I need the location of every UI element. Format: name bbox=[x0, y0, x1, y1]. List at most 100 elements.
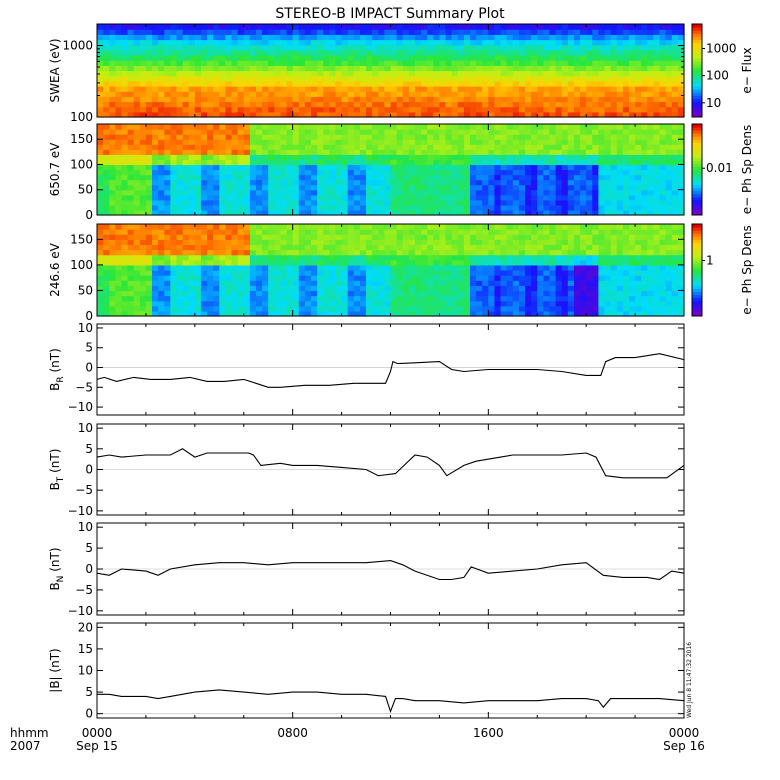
heatmap-cell bbox=[152, 70, 159, 77]
heatmap-cell bbox=[109, 75, 116, 82]
heatmap-cell bbox=[115, 96, 123, 103]
heatmap-cell bbox=[586, 174, 593, 181]
heatmap-cell bbox=[237, 300, 245, 307]
heatmap-cell bbox=[531, 204, 538, 211]
heatmap-cell bbox=[145, 174, 153, 181]
heatmap-cell bbox=[158, 106, 165, 113]
heatmap-cell bbox=[366, 44, 373, 51]
heatmap-cell bbox=[445, 49, 453, 56]
heatmap-cell bbox=[359, 164, 367, 171]
heatmap-cell bbox=[207, 204, 214, 211]
heatmap-cell bbox=[665, 75, 673, 82]
heatmap-cell bbox=[268, 124, 275, 130]
heatmap-cell bbox=[182, 275, 190, 281]
heatmap-cell bbox=[482, 39, 489, 46]
heatmap-cell bbox=[378, 179, 385, 186]
heatmap-cell bbox=[237, 124, 245, 130]
heatmap-cell bbox=[549, 270, 557, 276]
heatmap-cell bbox=[231, 305, 239, 312]
heatmap-cell bbox=[512, 229, 520, 235]
heatmap-cell bbox=[463, 259, 471, 266]
heatmap-cell bbox=[366, 189, 373, 196]
heatmap-cell bbox=[133, 184, 141, 191]
heatmap-cell bbox=[665, 39, 673, 46]
heatmap-cell bbox=[164, 111, 171, 118]
heatmap-cell bbox=[494, 149, 502, 155]
heatmap-cell bbox=[225, 144, 233, 150]
heatmap-cell bbox=[555, 179, 563, 186]
heatmap-cell bbox=[366, 270, 373, 276]
heatmap-cell bbox=[353, 254, 361, 261]
heatmap-cell bbox=[133, 70, 141, 77]
heatmap-cell bbox=[665, 34, 673, 41]
heatmap-cell bbox=[243, 290, 251, 297]
heatmap-cell bbox=[506, 149, 514, 155]
heatmap-cell bbox=[647, 24, 655, 30]
heatmap-cell bbox=[641, 134, 648, 140]
heatmap-cell bbox=[378, 24, 385, 30]
heatmap-cell bbox=[317, 234, 324, 240]
heatmap-cell bbox=[121, 310, 129, 317]
heatmap-cell bbox=[268, 96, 275, 103]
heatmap-cell bbox=[659, 24, 667, 30]
heatmap-cell bbox=[476, 55, 483, 61]
heatmap-cell bbox=[390, 209, 398, 216]
heatmap-cell bbox=[384, 49, 392, 56]
heatmap-cell bbox=[445, 239, 453, 246]
heatmap-cell bbox=[482, 295, 489, 302]
heatmap-cell bbox=[164, 179, 171, 186]
heatmap-cell bbox=[592, 29, 599, 35]
heatmap-cell bbox=[408, 204, 416, 211]
heatmap-cell bbox=[414, 154, 422, 160]
heatmap-cell bbox=[225, 55, 233, 61]
y-tick-label: 0 bbox=[85, 208, 93, 222]
heatmap-cell bbox=[506, 49, 514, 56]
heatmap-cell bbox=[152, 204, 159, 211]
heatmap-cell bbox=[292, 249, 300, 256]
heatmap-cell bbox=[555, 129, 563, 135]
heatmap-cell bbox=[396, 91, 404, 97]
heatmap-cell bbox=[164, 29, 171, 35]
heatmap-cell bbox=[561, 149, 569, 155]
heatmap-cell bbox=[543, 174, 551, 181]
heatmap-cell bbox=[439, 60, 447, 66]
heatmap-cell bbox=[231, 106, 239, 113]
heatmap-cell bbox=[421, 164, 428, 171]
heatmap-cell bbox=[317, 209, 324, 216]
heatmap-cell bbox=[200, 290, 208, 297]
heatmap-cell bbox=[549, 179, 557, 186]
heatmap-cell bbox=[255, 101, 263, 108]
heatmap-cell bbox=[280, 264, 288, 271]
heatmap-cell bbox=[512, 86, 520, 92]
heatmap-cell bbox=[213, 44, 220, 51]
heatmap-cell bbox=[500, 111, 508, 118]
heatmap-cell bbox=[268, 169, 275, 176]
heatmap-cell bbox=[207, 60, 214, 66]
heatmap-cell bbox=[494, 310, 502, 317]
heatmap-cell bbox=[145, 124, 153, 130]
heatmap-cell bbox=[262, 24, 269, 30]
heatmap-cell bbox=[225, 139, 233, 145]
heatmap-cell bbox=[268, 65, 275, 72]
heatmap-cell bbox=[97, 96, 104, 103]
heatmap-cell bbox=[421, 209, 428, 216]
heatmap-cell bbox=[237, 65, 245, 72]
heatmap-cell bbox=[641, 159, 648, 166]
heatmap-cell bbox=[421, 60, 428, 66]
heatmap-cell bbox=[414, 65, 422, 72]
heatmap-cell bbox=[139, 86, 147, 92]
heatmap-cell bbox=[323, 199, 330, 206]
heatmap-cell bbox=[366, 60, 373, 66]
heatmap-cell bbox=[329, 55, 337, 61]
heatmap-cell bbox=[225, 70, 233, 77]
heatmap-cell bbox=[323, 106, 330, 113]
heatmap-cell bbox=[311, 209, 318, 216]
heatmap-cell bbox=[323, 239, 330, 246]
heatmap-cell bbox=[525, 224, 532, 230]
heatmap-cell bbox=[298, 259, 306, 266]
heatmap-cell bbox=[372, 244, 379, 251]
heatmap-cell bbox=[525, 300, 532, 307]
heatmap-cell bbox=[469, 244, 477, 251]
heatmap-cell bbox=[421, 129, 428, 135]
heatmap-cell bbox=[298, 91, 306, 97]
